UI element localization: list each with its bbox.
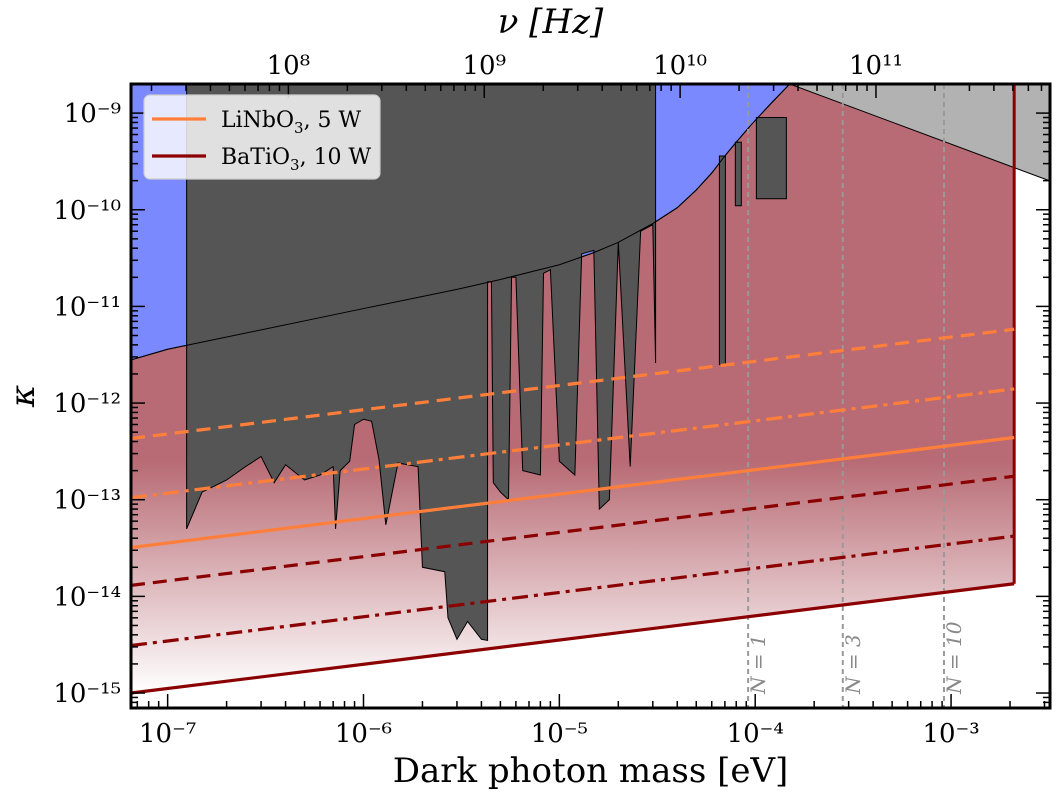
y-tick-label: 10⁻¹¹	[53, 292, 121, 322]
x-axis-title: Dark photon mass [eV]	[393, 751, 789, 791]
n-guide-label: N = 10	[942, 621, 966, 695]
haloscope-spike	[734, 141, 742, 207]
sensitivity-line	[131, 387, 1015, 500]
sensitivity-line	[131, 534, 1015, 648]
n-guide-label: N = 3	[841, 634, 865, 695]
y-tick-label: 10⁻¹⁵	[53, 679, 121, 709]
x-tick-label: 10⁻³	[922, 719, 979, 749]
y-tick-label: 10⁻¹²	[53, 389, 121, 419]
n-guide-label: N = 1	[746, 634, 770, 695]
haloscope-spike	[718, 155, 726, 366]
y-tick-label: 10⁻¹⁴	[53, 582, 121, 612]
top-tick-label: 10¹⁰	[653, 51, 707, 81]
legend: LiNbO3, 5 W BaTiO3, 10 W	[143, 94, 381, 180]
y-tick-label: 10⁻¹³	[53, 486, 121, 516]
haloscope-spike	[755, 117, 787, 200]
y-axis-title: κ	[3, 385, 43, 408]
y-tick-label: 10⁻⁹	[64, 99, 121, 129]
axes: 10⁻⁷ 10⁻⁶ 10⁻⁵ 10⁻⁴ 10⁻³ 10⁸ 10⁹ 10¹⁰ 10¹¹ 10⁻⁹ 10…	[53, 51, 1052, 749]
sensitivity-line	[131, 327, 1015, 441]
x-tick-label: 10⁻⁴	[727, 719, 784, 749]
legend-box	[143, 94, 381, 180]
top-axis-title: ν [Hz]	[498, 2, 604, 42]
x-tick-label: 10⁻⁷	[139, 719, 196, 749]
x-tick-label: 10⁻⁶	[335, 719, 392, 749]
top-tick-label: 10⁹	[463, 51, 507, 81]
top-tick-label: 10⁸	[267, 51, 311, 81]
sensitivity-line	[131, 582, 1015, 695]
top-tick-label: 10¹¹	[849, 51, 903, 81]
legend-label: LiNbO3, 5 W	[221, 108, 362, 137]
blue-region-boundary-top	[131, 84, 791, 361]
sensitivity-line	[131, 435, 1015, 550]
gray-excluded-region	[789, 84, 1050, 182]
plot-frame	[129, 82, 1052, 710]
y-tick-label: 10⁻¹⁰	[53, 196, 121, 226]
haloscope-excluded-region	[186, 84, 657, 642]
x-tick-label: 10⁻⁵	[531, 719, 588, 749]
sensitivity-line	[131, 474, 1015, 587]
legend-label: BaTiO3, 10 W	[221, 145, 372, 174]
